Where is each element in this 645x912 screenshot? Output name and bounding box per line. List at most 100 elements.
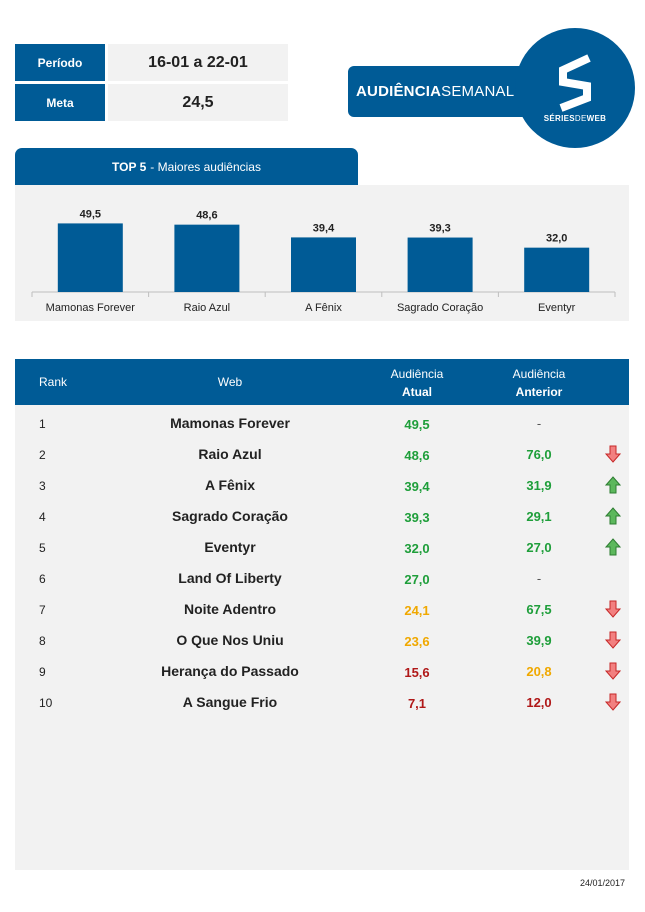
brand-banner: AUDIÊNCIASEMANAL — [348, 66, 538, 117]
category-label: Mamonas Forever — [46, 302, 136, 314]
header-previous-1: Audiência — [512, 367, 566, 381]
logo-text-a: SÉRIES — [543, 113, 575, 123]
header-current-1: Audiência — [390, 367, 444, 381]
header-previous-2: Anterior — [515, 385, 563, 399]
table-row: 10 A Sangue Frio 7,1 12,0 — [15, 686, 629, 717]
rank-cell: 10 — [39, 696, 53, 710]
series-de-web-logo: SÉRIESDEWEB — [515, 28, 635, 148]
logo-text-b: DE — [574, 113, 587, 123]
goal-label: Meta — [15, 84, 105, 121]
table-row: 1 Mamonas Forever 49,5 - — [15, 407, 629, 438]
rank-cell: 3 — [39, 479, 46, 493]
table-row: 9 Herança do Passado 15,6 20,8 — [15, 655, 629, 686]
bar-value-label: 39,3 — [429, 223, 450, 235]
bar-value-label: 49,5 — [80, 208, 101, 220]
previous-audience-cell: - — [536, 416, 542, 431]
table-row: 8 O Que Nos Uniu 23,6 39,9 — [15, 624, 629, 655]
web-name-cell: Sagrado Coração — [172, 508, 288, 524]
bar-3 — [291, 237, 356, 292]
previous-audience-cell: 31,9 — [526, 478, 552, 493]
logo-text: SÉRIESDEWEB — [544, 114, 606, 123]
bar-value-label: 39,4 — [313, 222, 335, 234]
arrow-down-icon — [605, 445, 621, 463]
current-audience-cell: 39,4 — [404, 479, 430, 494]
rank-cell: 8 — [39, 634, 46, 648]
category-label: Raio Azul — [184, 302, 230, 314]
top5-title-rest: - Maiores audiências — [150, 159, 261, 174]
web-name-cell: Raio Azul — [198, 446, 262, 462]
previous-audience-cell: 29,1 — [526, 509, 552, 524]
table-row: 3 A Fênix 39,4 31,9 — [15, 469, 629, 500]
bar-5 — [524, 247, 590, 292]
rank-cell: 6 — [39, 572, 46, 586]
category-label: Sagrado Coração — [397, 302, 483, 314]
brand-title-thin: SEMANAL — [441, 83, 515, 100]
ranking-table: 1 Mamonas Forever 49,5 - 2 Raio Azul 48,6 76,0 3… — [15, 405, 629, 870]
goal-value: 24,5 — [108, 84, 288, 121]
current-audience-cell: 7,1 — [407, 696, 427, 711]
web-name-cell: Herança do Passado — [161, 663, 299, 679]
bar-value-label: 48,6 — [196, 210, 217, 222]
current-audience-cell: 15,6 — [404, 665, 430, 680]
rank-cell: 1 — [39, 417, 46, 431]
table-row: 6 Land Of Liberty 27,0 - — [15, 562, 629, 593]
table-row: 2 Raio Azul 48,6 76,0 — [15, 438, 629, 469]
previous-audience-cell: 76,0 — [526, 447, 552, 462]
table-row: 5 Eventyr 32,0 27,0 — [15, 531, 629, 562]
previous-audience-cell: - — [536, 571, 542, 586]
previous-audience-cell: 12,0 — [526, 695, 552, 710]
category-label: A Fênix — [305, 302, 342, 314]
header-current-2: Atual — [402, 385, 432, 399]
current-audience-cell: 23,6 — [404, 634, 430, 649]
current-audience-cell: 27,0 — [404, 572, 430, 587]
arrow-down-icon — [605, 662, 621, 680]
bar-2 — [174, 224, 240, 292]
current-audience-cell: 49,5 — [404, 417, 430, 432]
current-audience-cell: 24,1 — [404, 603, 430, 618]
previous-audience-cell: 20,8 — [526, 664, 552, 679]
logo-s-icon — [559, 53, 591, 112]
brand-title-bold: AUDIÊNCIA — [356, 83, 442, 100]
rank-cell: 5 — [39, 541, 46, 555]
header-web: Web — [217, 375, 243, 389]
web-name-cell: A Sangue Frio — [182, 694, 278, 710]
previous-audience-cell: 39,9 — [526, 633, 552, 648]
top5-chart: 49,5 Mamonas Forever 48,6 Raio Azul 39,4 A Fê… — [15, 185, 629, 321]
bar-4 — [407, 237, 473, 292]
rank-cell: 7 — [39, 603, 46, 617]
previous-audience-cell: 27,0 — [526, 540, 552, 555]
arrow-down-icon — [605, 600, 621, 618]
period-row: Período 16-01 a 22-01 — [15, 44, 288, 81]
bar-value-label: 32,0 — [546, 233, 567, 245]
arrow-up-icon — [605, 476, 621, 494]
period-value: 16-01 a 22-01 — [108, 44, 288, 81]
arrow-up-icon — [605, 538, 621, 556]
top5-title-bold: TOP 5 — [112, 159, 147, 174]
info-table: Período 16-01 a 22-01 Meta 24,5 — [15, 44, 288, 124]
current-audience-cell: 39,3 — [404, 510, 430, 525]
table-row: 4 Sagrado Coração 39,3 29,1 — [15, 500, 629, 531]
web-name-cell: A Fênix — [204, 477, 256, 493]
previous-audience-cell: 67,5 — [526, 602, 552, 617]
current-audience-cell: 48,6 — [404, 448, 430, 463]
period-label: Período — [15, 44, 105, 81]
current-audience-cell: 32,0 — [404, 541, 430, 556]
web-name-cell: Land Of Liberty — [178, 570, 282, 586]
arrow-up-icon — [605, 507, 621, 525]
table-row: 7 Noite Adentro 24,1 67,5 — [15, 593, 629, 624]
top5-chart-svg: 49,5 Mamonas Forever 48,6 Raio Azul 39,4 A Fê… — [31, 208, 616, 314]
rank-cell: 2 — [39, 448, 46, 462]
web-name-cell: Eventyr — [204, 539, 256, 555]
top5-title: TOP 5- Maiores audiências — [15, 148, 358, 185]
web-name-cell: Noite Adentro — [183, 601, 277, 617]
logo-text-c: WEB — [586, 113, 607, 123]
ranking-header: Rank Web Audiência Atual Audiência Anter… — [15, 359, 629, 405]
goal-row: Meta 24,5 — [15, 84, 288, 121]
rank-cell: 4 — [39, 510, 46, 524]
brand-title: AUDIÊNCIASEMANAL — [356, 83, 514, 100]
rank-cell: 9 — [39, 665, 46, 679]
arrow-down-icon — [605, 693, 621, 711]
report-date: 24/01/2017 — [579, 878, 625, 888]
category-label: Eventyr — [538, 302, 576, 314]
header-rank: Rank — [39, 375, 68, 389]
